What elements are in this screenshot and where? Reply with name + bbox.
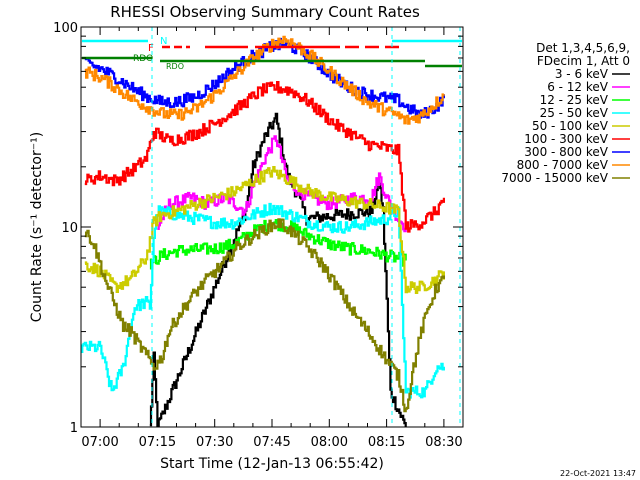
series-line-3 — [81, 202, 445, 399]
x-tick-label-4: 08:00 — [311, 435, 348, 450]
x-tick-label-6: 08:30 — [425, 435, 462, 450]
rdo-label-0: RDO — [133, 54, 153, 64]
x-tick-label-2: 07:30 — [196, 435, 233, 450]
rdo-label-1: RDO — [166, 62, 184, 71]
x-tick-label-0: 07:00 — [81, 435, 118, 450]
series-layer — [81, 35, 445, 427]
legend-label-6: 300 - 800 keV — [524, 145, 608, 159]
series-line-8 — [84, 218, 445, 413]
y-tick-label-1: 10 — [61, 221, 78, 236]
y-tick-label-0: 1 — [70, 421, 78, 436]
legend-header-1: FDecim 1, Att 0 — [537, 54, 630, 68]
legend: Det 1,3,4,5,6,9,FDecim 1, Att 03 - 6 keV… — [501, 41, 630, 185]
series-line-7 — [84, 35, 445, 125]
legend-label-2: 12 - 25 keV — [540, 93, 609, 107]
x-axis-label: Start Time (12-Jan-13 06:55:42) — [160, 456, 384, 472]
series-line-0 — [149, 112, 407, 427]
x-tick-label-5: 08:15 — [368, 435, 405, 450]
chart-title: RHESSI Observing Summary Count Rates — [110, 3, 420, 21]
legend-label-0: 3 - 6 keV — [555, 67, 609, 81]
footer-timestamp: 22-Oct-2021 13:47 — [560, 469, 636, 478]
legend-label-3: 25 - 50 keV — [540, 106, 609, 120]
legend-label-4: 50 - 100 keV — [532, 119, 609, 133]
legend-label-7: 800 - 7000 keV — [517, 158, 609, 172]
legend-header-0: Det 1,3,4,5,6,9, — [536, 41, 630, 55]
x-tick-label-3: 07:45 — [253, 435, 290, 450]
series-line-5 — [84, 81, 445, 233]
y-axis-ticks: 1 10 100 — [53, 21, 463, 436]
x-axis-ticks: 07:00 07:15 07:30 07:45 08:00 08:15 08:30 — [80, 27, 464, 450]
series-line-4 — [84, 166, 445, 294]
y-tick-label-2: 100 — [53, 21, 78, 36]
x-tick-label-1: 07:15 — [139, 435, 176, 450]
night-label: N — [160, 36, 167, 47]
legend-label-8: 7000 - 15000 keV — [501, 171, 608, 185]
y-axis-label: Count Rate (s⁻¹ detector⁻¹) — [29, 132, 45, 322]
flare-label: F — [148, 43, 154, 54]
legend-label-5: 100 - 300 keV — [524, 132, 608, 146]
legend-label-1: 6 - 12 keV — [547, 80, 609, 94]
